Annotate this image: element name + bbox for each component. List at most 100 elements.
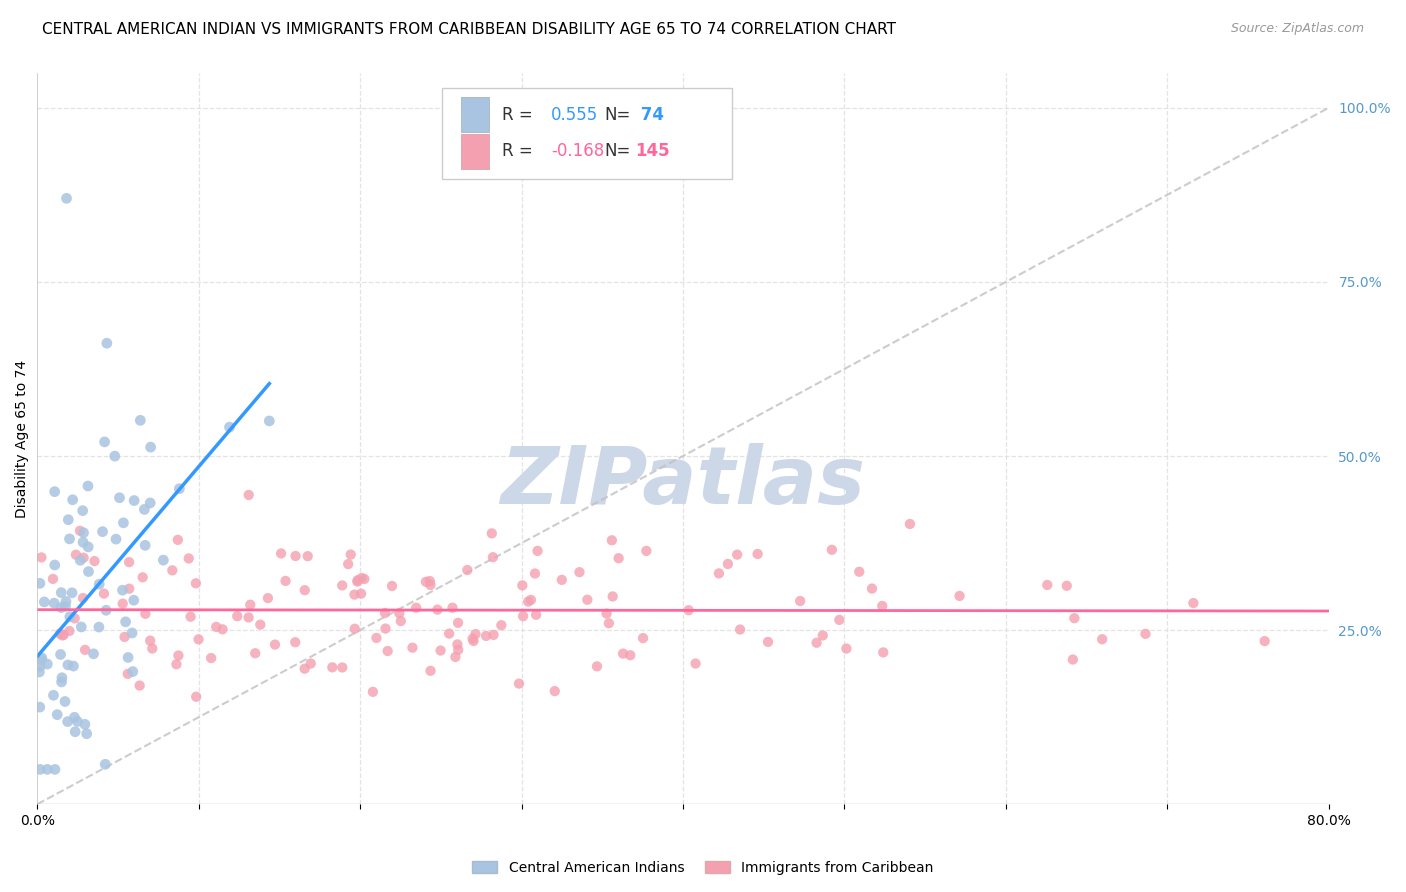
Point [42,572,65,586]
Point [835,641,858,656]
Point [330,660,353,674]
Point [37,657,59,671]
Point [636,544,658,558]
Point [446,637,468,651]
Point [346,573,368,587]
Point [111,583,134,598]
Point [152,553,174,567]
Point [55,594,77,608]
Point [447,642,470,657]
Point [59,609,82,624]
Point [62,492,84,507]
Point [117,650,139,665]
Point [44,484,66,499]
Point [122,593,145,607]
Point [118,555,141,569]
Point [108,491,131,505]
Point [44,763,66,777]
Point [508,676,530,690]
Point [139,440,162,454]
Point [1135,627,1157,641]
Point [270,546,292,560]
Point [353,572,375,586]
Point [93,586,115,600]
Point [72,535,94,549]
Point [211,623,233,637]
Point [56,657,79,672]
Point [415,574,437,589]
Point [49,600,72,615]
Point [62,659,84,673]
Point [544,684,567,698]
Point [259,414,281,428]
Point [475,629,498,643]
Point [55,599,77,614]
Point [60,586,83,600]
Point [725,548,748,562]
Point [70,620,93,634]
Point [112,516,135,530]
Point [437,626,460,640]
Point [162,563,184,577]
Point [94,603,117,617]
Text: ZIPatlas: ZIPatlas [501,443,866,522]
Point [114,615,136,629]
Point [294,583,316,598]
Point [51,585,73,599]
Point [512,609,534,624]
Point [63,611,86,625]
Point [129,413,152,427]
Point [747,547,769,561]
Point [114,630,136,644]
Point [441,600,464,615]
Point [117,667,139,681]
Point [586,659,609,673]
Point [631,631,654,645]
Point [77,540,100,554]
Point [42,688,65,702]
Point [72,503,94,517]
Point [169,482,191,496]
Point [131,570,153,584]
Point [444,650,467,665]
Point [520,593,543,607]
Point [139,496,162,510]
Point [284,635,307,649]
Point [77,565,100,579]
FancyBboxPatch shape [461,134,489,169]
Point [821,542,844,557]
Point [58,624,80,638]
Point [49,626,72,640]
Point [678,603,700,617]
Point [167,648,190,663]
Point [1063,611,1085,625]
Point [464,627,486,641]
Point [166,533,188,547]
Point [429,643,451,657]
Point [44,558,66,572]
Point [141,641,163,656]
Point [83,647,105,661]
Point [63,724,86,739]
Point [31,651,53,665]
Point [94,757,117,772]
Point [121,626,143,640]
Point [350,587,373,601]
Point [337,557,360,571]
Point [524,607,547,622]
Text: 145: 145 [636,142,669,161]
Point [28,700,51,714]
Point [811,628,834,642]
Point [55,191,77,205]
Point [517,594,540,608]
Point [1182,596,1205,610]
Point [374,622,396,636]
FancyBboxPatch shape [441,87,733,179]
Text: -0.168: -0.168 [551,142,605,161]
Point [134,502,156,516]
Point [72,550,94,565]
Point [388,606,411,620]
Point [426,602,449,616]
Point [828,613,851,627]
Point [177,551,200,566]
